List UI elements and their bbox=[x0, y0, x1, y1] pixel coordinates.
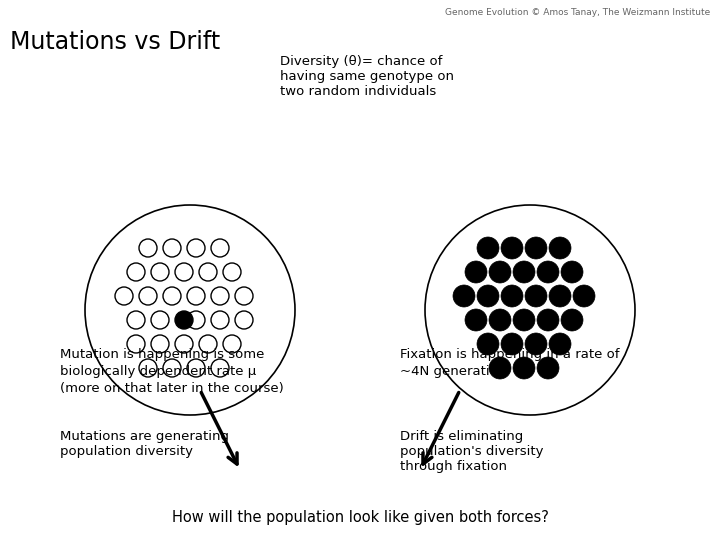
Circle shape bbox=[465, 261, 487, 283]
Circle shape bbox=[501, 333, 523, 355]
Circle shape bbox=[537, 309, 559, 331]
Circle shape bbox=[513, 309, 535, 331]
Circle shape bbox=[489, 357, 511, 379]
Circle shape bbox=[525, 237, 547, 259]
Circle shape bbox=[549, 333, 571, 355]
Circle shape bbox=[549, 237, 571, 259]
Circle shape bbox=[549, 285, 571, 307]
Circle shape bbox=[561, 261, 583, 283]
Circle shape bbox=[513, 357, 535, 379]
Text: How will the population look like given both forces?: How will the population look like given … bbox=[171, 510, 549, 525]
Text: Diversity (θ)= chance of
having same genotype on
two random individuals: Diversity (θ)= chance of having same gen… bbox=[280, 55, 454, 98]
Text: Fixation is happening in a rate of
~4N generation: Fixation is happening in a rate of ~4N g… bbox=[400, 348, 619, 378]
Text: Mutation is happening is some
biologically dependent rate μ
(more on that later : Mutation is happening is some biological… bbox=[60, 348, 284, 395]
Text: Mutations vs Drift: Mutations vs Drift bbox=[10, 30, 220, 54]
Circle shape bbox=[537, 261, 559, 283]
Text: Genome Evolution © Amos Tanay, The Weizmann Institute: Genome Evolution © Amos Tanay, The Weizm… bbox=[445, 8, 710, 17]
Circle shape bbox=[489, 261, 511, 283]
Circle shape bbox=[513, 261, 535, 283]
Circle shape bbox=[537, 357, 559, 379]
Circle shape bbox=[501, 237, 523, 259]
Circle shape bbox=[525, 333, 547, 355]
Text: Drift is eliminating
population's diversity
through fixation: Drift is eliminating population's divers… bbox=[400, 430, 544, 473]
Circle shape bbox=[465, 309, 487, 331]
Circle shape bbox=[561, 309, 583, 331]
Circle shape bbox=[501, 285, 523, 307]
Circle shape bbox=[477, 237, 499, 259]
Circle shape bbox=[525, 285, 547, 307]
Circle shape bbox=[573, 285, 595, 307]
Text: Mutations are generating
population diversity: Mutations are generating population dive… bbox=[60, 430, 229, 458]
Circle shape bbox=[477, 285, 499, 307]
Circle shape bbox=[489, 309, 511, 331]
Circle shape bbox=[477, 333, 499, 355]
Circle shape bbox=[175, 311, 193, 329]
Circle shape bbox=[453, 285, 475, 307]
